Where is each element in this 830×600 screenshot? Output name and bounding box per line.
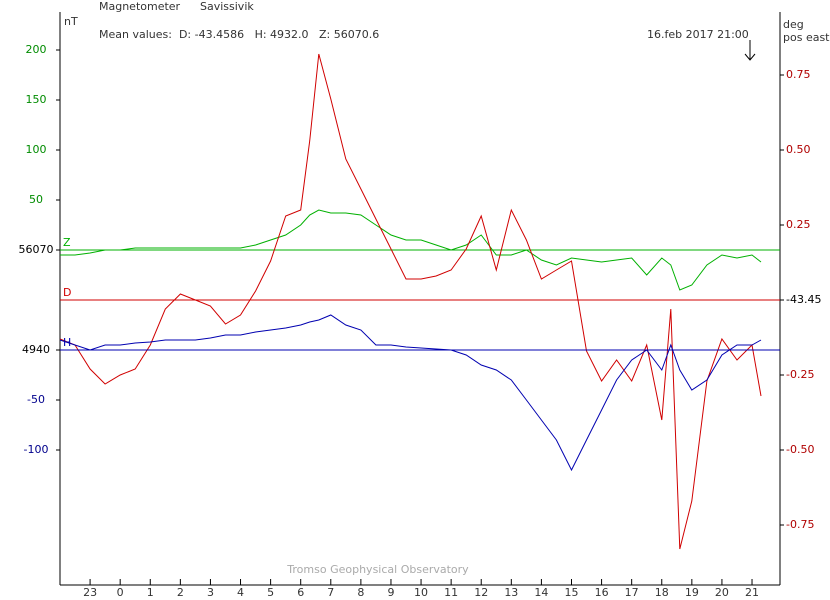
x-tick-label: 8 xyxy=(357,586,364,599)
x-tick-label: 16 xyxy=(595,586,609,599)
x-tick-label: 10 xyxy=(414,586,428,599)
y-tick-label: 4940 xyxy=(22,343,50,356)
x-tick-label: 23 xyxy=(83,586,97,599)
x-tick-label: 9 xyxy=(387,586,394,599)
y2-axis-label: pos east xyxy=(783,31,830,44)
y-tick-label: 50 xyxy=(29,193,43,206)
x-tick-label: 18 xyxy=(655,586,669,599)
x-tick-label: 20 xyxy=(715,586,729,599)
instrument: Magnetometer xyxy=(99,0,181,13)
series-line xyxy=(59,314,762,472)
series-line xyxy=(60,209,762,291)
x-tick-label: 6 xyxy=(297,586,304,599)
y2-tick-label: 0.50 xyxy=(786,143,811,156)
x-tick-label: 12 xyxy=(474,586,488,599)
series-label: D xyxy=(63,286,71,299)
time-arrow-head xyxy=(744,53,756,61)
y2-tick-label: -0.25 xyxy=(786,368,814,381)
y-tick-label: 200 xyxy=(26,43,47,56)
x-tick-label: 21 xyxy=(745,586,759,599)
x-tick-label: 19 xyxy=(685,586,699,599)
y2-tick-label: 0.25 xyxy=(786,218,811,231)
y-axis-label: nT xyxy=(64,15,78,28)
y-tick-label: -50 xyxy=(27,393,45,406)
y2-tick-label: -0.50 xyxy=(786,443,814,456)
x-tick-label: 3 xyxy=(207,586,214,599)
x-tick-label: 5 xyxy=(267,586,274,599)
x-tick-label: 4 xyxy=(237,586,244,599)
timestamp: 16.feb 2017 21:00 xyxy=(647,28,749,41)
y2-tick-label: -43.45 xyxy=(786,293,821,306)
x-tick-label: 7 xyxy=(327,586,334,599)
series-line xyxy=(59,53,762,550)
mean-values: Mean values: D: -43.4586 H: 4932.0 Z: 56… xyxy=(99,28,379,41)
station: Savissivik xyxy=(200,0,254,13)
x-tick-label: 15 xyxy=(564,586,578,599)
y2-tick-label: 0.75 xyxy=(786,68,811,81)
x-tick-label: 0 xyxy=(117,586,124,599)
y2-tick-label: -0.75 xyxy=(786,518,814,531)
x-tick-label: 13 xyxy=(504,586,518,599)
y-tick-label: 100 xyxy=(26,143,47,156)
y-tick-label: -100 xyxy=(24,443,49,456)
x-tick-label: 17 xyxy=(625,586,639,599)
x-tick-label: 2 xyxy=(177,586,184,599)
credit: Tromso Geophysical Observatory xyxy=(286,563,469,576)
series-label: Z xyxy=(63,236,71,249)
y-tick-label: 56070 xyxy=(19,243,54,256)
y-tick-label: 150 xyxy=(26,93,47,106)
y2-axis-label: deg xyxy=(783,18,804,31)
x-tick-label: 14 xyxy=(534,586,548,599)
x-tick-label: 11 xyxy=(444,586,458,599)
x-tick-label: 1 xyxy=(147,586,154,599)
